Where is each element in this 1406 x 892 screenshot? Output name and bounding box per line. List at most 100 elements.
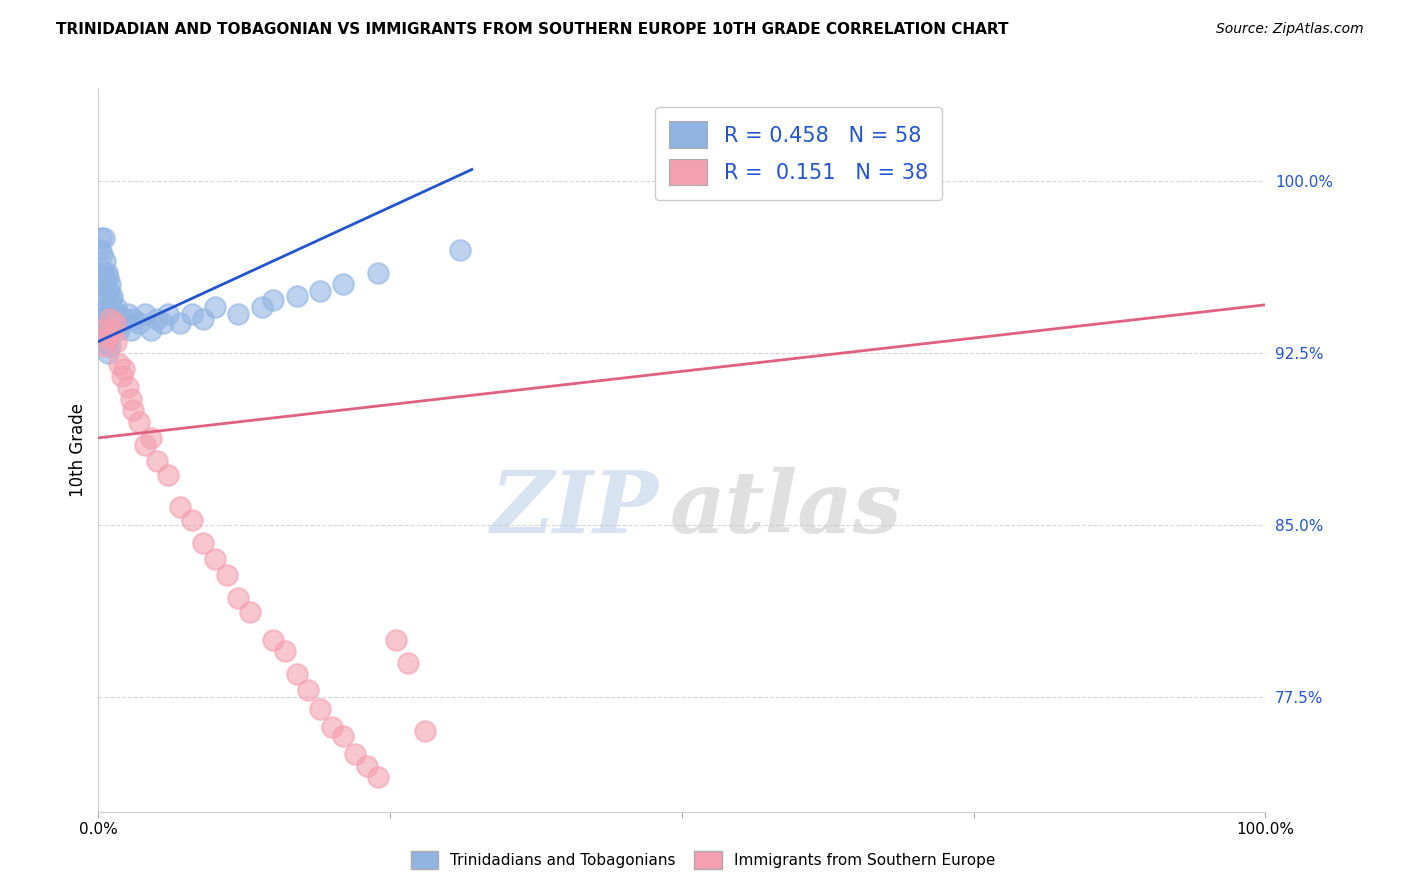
Point — [104, 300, 127, 314]
Point — [100, 293, 122, 308]
Point — [152, 316, 174, 330]
Point — [96, 334, 118, 349]
Point — [90, 293, 112, 308]
Point — [103, 307, 125, 321]
Point — [112, 362, 135, 376]
Point — [332, 277, 354, 292]
Point — [101, 316, 124, 330]
Point — [134, 307, 156, 321]
Point — [297, 683, 319, 698]
Point — [107, 307, 129, 321]
Point — [98, 307, 121, 321]
Point — [204, 300, 226, 314]
Point — [93, 270, 115, 285]
Point — [367, 770, 389, 784]
Point — [193, 311, 215, 326]
Point — [117, 380, 139, 394]
Point — [321, 720, 343, 734]
Point — [90, 277, 112, 292]
Point — [274, 644, 297, 658]
Point — [94, 323, 117, 337]
Point — [101, 288, 124, 302]
Point — [97, 307, 120, 321]
Point — [228, 591, 250, 606]
Point — [96, 300, 118, 314]
Point — [146, 454, 169, 468]
Point — [112, 311, 135, 326]
Point — [169, 316, 191, 330]
Point — [94, 339, 117, 353]
Point — [285, 667, 308, 681]
Point — [396, 656, 419, 670]
Point — [204, 552, 226, 566]
Point — [98, 311, 121, 326]
Point — [117, 307, 139, 321]
Point — [120, 392, 142, 406]
Point — [262, 632, 284, 647]
Point — [97, 323, 120, 337]
Point — [94, 254, 117, 268]
Point — [180, 307, 202, 321]
Point — [91, 316, 114, 330]
Point — [97, 284, 120, 298]
Point — [108, 323, 131, 337]
Point — [169, 500, 191, 514]
Point — [285, 288, 308, 302]
Point — [122, 311, 145, 326]
Point — [146, 311, 169, 326]
Point — [228, 307, 250, 321]
Point — [309, 284, 332, 298]
Point — [239, 605, 262, 619]
Point — [98, 277, 121, 292]
Point — [139, 323, 162, 337]
Point — [413, 724, 436, 739]
Point — [97, 330, 120, 344]
Point — [91, 323, 114, 337]
Point — [97, 346, 120, 360]
Point — [104, 316, 127, 330]
Point — [356, 759, 378, 773]
Point — [90, 231, 112, 245]
Point — [309, 701, 332, 715]
Point — [91, 266, 114, 280]
Point — [385, 632, 408, 647]
Point — [122, 403, 145, 417]
Point — [89, 243, 111, 257]
Point — [100, 323, 122, 337]
Point — [139, 431, 162, 445]
Point — [104, 334, 127, 349]
Point — [157, 307, 180, 321]
Point — [93, 231, 115, 245]
Legend: R = 0.458   N = 58, R =  0.151   N = 38: R = 0.458 N = 58, R = 0.151 N = 38 — [655, 107, 942, 200]
Point — [97, 270, 120, 285]
Point — [98, 339, 121, 353]
Text: ZIP: ZIP — [491, 467, 658, 550]
Point — [120, 323, 142, 337]
Point — [180, 513, 202, 527]
Point — [97, 316, 120, 330]
Point — [134, 438, 156, 452]
Point — [367, 266, 389, 280]
Point — [111, 316, 134, 330]
Point — [262, 293, 284, 308]
Point — [128, 415, 150, 429]
Point — [93, 311, 115, 326]
Point — [250, 300, 273, 314]
Point — [108, 358, 131, 372]
Point — [157, 467, 180, 482]
Point — [96, 266, 118, 280]
Y-axis label: 10th Grade: 10th Grade — [69, 403, 87, 498]
Point — [215, 568, 238, 582]
Point — [332, 729, 354, 743]
Text: atlas: atlas — [671, 467, 903, 550]
Point — [105, 316, 128, 330]
Point — [449, 243, 471, 257]
Point — [111, 368, 134, 383]
Text: Source: ZipAtlas.com: Source: ZipAtlas.com — [1216, 22, 1364, 37]
Point — [104, 311, 127, 326]
Point — [128, 316, 150, 330]
Point — [90, 247, 112, 261]
Text: TRINIDADIAN AND TOBAGONIAN VS IMMIGRANTS FROM SOUTHERN EUROPE 10TH GRADE CORRELA: TRINIDADIAN AND TOBAGONIAN VS IMMIGRANTS… — [56, 22, 1008, 37]
Point — [94, 288, 117, 302]
Point — [193, 536, 215, 550]
